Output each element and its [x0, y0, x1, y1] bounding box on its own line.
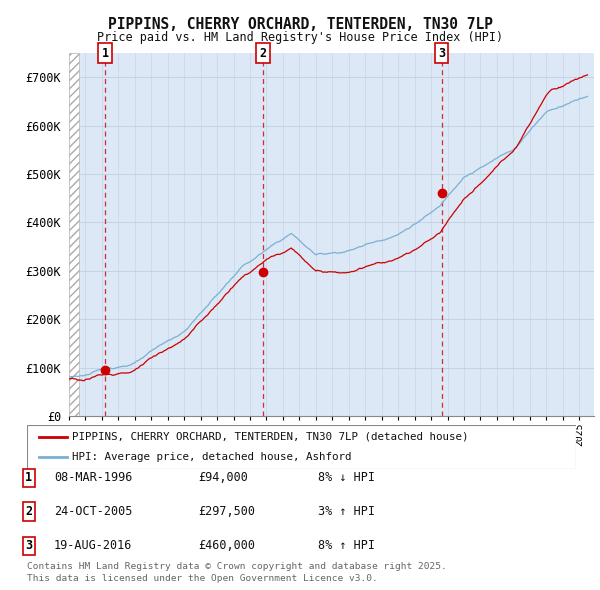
Text: Contains HM Land Registry data © Crown copyright and database right 2025.
This d: Contains HM Land Registry data © Crown c… — [27, 562, 447, 583]
Text: 3: 3 — [25, 539, 32, 552]
Text: 19-AUG-2016: 19-AUG-2016 — [54, 539, 133, 552]
FancyBboxPatch shape — [27, 425, 576, 469]
Text: 8% ↓ HPI: 8% ↓ HPI — [318, 471, 375, 484]
Text: 1: 1 — [101, 47, 109, 60]
Bar — [69, 53, 79, 416]
Text: £460,000: £460,000 — [198, 539, 255, 552]
Text: 3: 3 — [438, 47, 445, 60]
Text: HPI: Average price, detached house, Ashford: HPI: Average price, detached house, Ashf… — [72, 452, 352, 462]
Text: 24-OCT-2005: 24-OCT-2005 — [54, 505, 133, 518]
Text: 2: 2 — [260, 47, 267, 60]
Text: Price paid vs. HM Land Registry's House Price Index (HPI): Price paid vs. HM Land Registry's House … — [97, 31, 503, 44]
Text: 1: 1 — [25, 471, 32, 484]
Text: PIPPINS, CHERRY ORCHARD, TENTERDEN, TN30 7LP (detached house): PIPPINS, CHERRY ORCHARD, TENTERDEN, TN30… — [72, 432, 469, 442]
Text: 2: 2 — [25, 505, 32, 518]
Text: 8% ↑ HPI: 8% ↑ HPI — [318, 539, 375, 552]
Text: £94,000: £94,000 — [198, 471, 248, 484]
Text: £297,500: £297,500 — [198, 505, 255, 518]
Text: PIPPINS, CHERRY ORCHARD, TENTERDEN, TN30 7LP: PIPPINS, CHERRY ORCHARD, TENTERDEN, TN30… — [107, 17, 493, 31]
Text: 08-MAR-1996: 08-MAR-1996 — [54, 471, 133, 484]
Text: 3% ↑ HPI: 3% ↑ HPI — [318, 505, 375, 518]
